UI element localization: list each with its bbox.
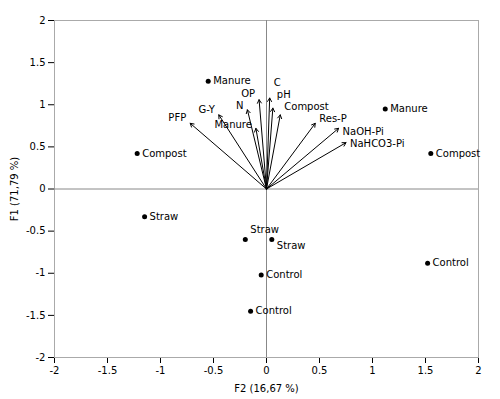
- svg-text:-1.5: -1.5: [26, 310, 46, 321]
- svg-text:-0.5: -0.5: [26, 225, 46, 236]
- svg-text:OP: OP: [241, 88, 255, 99]
- svg-text:2: 2: [39, 15, 45, 26]
- svg-text:PFP: PFP: [168, 112, 186, 123]
- svg-text:N: N: [236, 100, 243, 111]
- svg-text:0: 0: [263, 365, 269, 376]
- svg-text:2: 2: [475, 365, 481, 376]
- svg-text:0.5: 0.5: [312, 365, 328, 376]
- svg-text:1: 1: [369, 365, 375, 376]
- svg-text:-2: -2: [36, 352, 46, 363]
- svg-text:pH: pH: [277, 89, 291, 100]
- svg-text:Manure: Manure: [390, 103, 427, 114]
- svg-text:-1.5: -1.5: [98, 365, 118, 376]
- svg-text:Straw: Straw: [250, 224, 279, 235]
- svg-text:NaOH-Pi: NaOH-Pi: [343, 126, 384, 137]
- svg-text:Control: Control: [256, 305, 292, 316]
- svg-text:NaHCO3-Pi: NaHCO3-Pi: [350, 138, 405, 149]
- svg-text:Control: Control: [266, 269, 302, 280]
- svg-text:Straw: Straw: [277, 240, 306, 251]
- svg-text:-2: -2: [50, 365, 60, 376]
- svg-text:1.5: 1.5: [30, 57, 46, 68]
- svg-text:Compost: Compost: [284, 101, 329, 112]
- svg-text:Compost: Compost: [436, 148, 481, 159]
- svg-text:Manure: Manure: [214, 119, 251, 130]
- svg-text:0: 0: [39, 183, 45, 194]
- svg-text:Control: Control: [433, 257, 469, 268]
- svg-text:-0.5: -0.5: [204, 365, 224, 376]
- svg-text:1.5: 1.5: [418, 365, 434, 376]
- svg-text:F1 (71,79 %): F1 (71,79 %): [9, 157, 20, 222]
- svg-text:-1: -1: [36, 267, 46, 278]
- svg-text:F2 (16,67 %): F2 (16,67 %): [234, 383, 299, 394]
- svg-text:-1: -1: [156, 365, 166, 376]
- svg-text:Compost: Compost: [142, 148, 187, 159]
- svg-text:Manure: Manure: [213, 75, 250, 86]
- svg-text:C: C: [274, 77, 281, 88]
- svg-text:G-Y: G-Y: [199, 104, 216, 115]
- svg-text:Straw: Straw: [150, 211, 179, 222]
- svg-text:Res-P: Res-P: [319, 113, 347, 124]
- svg-text:1: 1: [39, 99, 45, 110]
- svg-text:0.5: 0.5: [30, 141, 46, 152]
